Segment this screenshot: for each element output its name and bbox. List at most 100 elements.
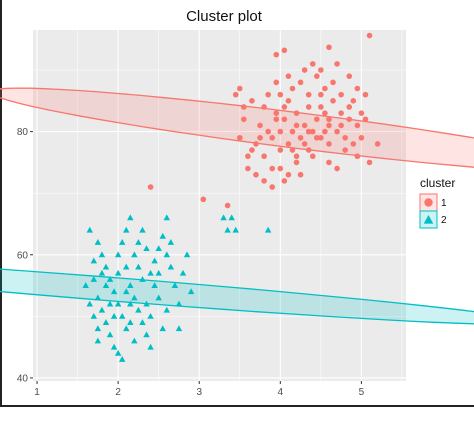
legend-title: cluster <box>420 176 455 190</box>
cluster-1-point <box>285 171 292 178</box>
legend-label-2: 2 <box>441 215 447 226</box>
cluster-1-point <box>350 141 357 147</box>
cluster-1-point <box>334 61 340 67</box>
cluster-1-point <box>277 91 284 98</box>
cluster-2-point <box>147 269 154 276</box>
cluster-1-point <box>338 110 344 116</box>
cluster-1-point <box>281 178 288 184</box>
y-tick-label: 60 <box>17 250 29 261</box>
grid-lines <box>33 30 406 381</box>
cluster-2-point <box>114 300 122 307</box>
frame-left-border <box>0 0 2 406</box>
x-tick-label: 1 <box>34 387 40 398</box>
cluster-2-point <box>102 263 110 270</box>
cluster-1-point <box>305 128 312 135</box>
cluster-1-point <box>318 104 324 110</box>
cluster-1-point <box>289 128 296 135</box>
cluster-1-point <box>285 73 292 79</box>
cluster-1-point <box>293 122 300 129</box>
cluster-1-point <box>261 178 267 184</box>
cluster-1-point <box>301 122 308 129</box>
chart-title: Cluster plot <box>186 8 263 25</box>
cluster-2-point <box>187 288 195 295</box>
cluster-2-point <box>151 282 158 289</box>
cluster-2-point <box>167 239 175 245</box>
cluster-2-point <box>123 263 130 270</box>
cluster-1-point <box>293 159 300 166</box>
cluster-2-point <box>159 232 166 239</box>
cluster-1-point <box>309 61 316 67</box>
cluster-1-point <box>249 98 255 104</box>
cluster-2-point <box>90 275 98 282</box>
legend-triangle-icon <box>423 215 434 224</box>
cluster-1-point <box>261 104 267 110</box>
cluster-2-point <box>98 251 106 258</box>
cluster-2-point <box>90 312 98 319</box>
cluster-1-point <box>273 110 280 116</box>
cluster-1-point <box>358 134 365 141</box>
cluster-2-point <box>175 300 183 307</box>
cluster-1-point <box>289 147 296 153</box>
legend-circle-icon <box>424 198 433 207</box>
cluster-1-point <box>326 122 332 129</box>
cluster-1-point <box>314 73 320 79</box>
plot-panel <box>33 30 406 381</box>
cluster-2-point <box>90 257 98 264</box>
cluster-2-point <box>179 269 187 276</box>
cluster-1-point <box>326 44 332 51</box>
cluster-2-point <box>143 331 150 338</box>
cluster-2-point <box>118 356 126 362</box>
cluster-1-point <box>277 165 284 172</box>
cluster-1-point <box>330 79 336 86</box>
legend-label-1: 1 <box>441 198 447 209</box>
cluster-1-point <box>301 141 308 147</box>
cluster-2-point <box>171 282 179 289</box>
cluster-1-point <box>297 134 304 141</box>
x-tick-label: 3 <box>196 387 202 398</box>
cluster-1-point <box>297 79 304 86</box>
cluster-2-point <box>118 239 126 245</box>
cluster-1-point <box>342 134 348 141</box>
cluster-1-point <box>346 116 353 123</box>
cluster-1-point <box>245 153 251 160</box>
cluster-2-point <box>175 325 183 332</box>
x-tick-label: 4 <box>278 387 284 398</box>
cluster-1-point <box>253 171 259 178</box>
cluster-2-point <box>110 288 118 295</box>
cluster-2-point <box>167 263 175 270</box>
cluster-2-point <box>220 214 227 221</box>
cluster-1-point <box>257 134 263 141</box>
x-tick-label: 5 <box>359 387 365 398</box>
cluster-1-point <box>281 116 288 123</box>
cluster-2-point <box>118 312 126 319</box>
cluster-1-point <box>366 32 373 39</box>
cluster-1-point <box>273 79 280 86</box>
cluster-1-point <box>374 141 381 147</box>
cluster-2-point <box>110 312 118 319</box>
cluster-2-point <box>106 275 114 282</box>
cluster-2-point <box>135 239 142 245</box>
cluster-1-point <box>318 134 324 141</box>
cluster-1-point <box>338 91 344 98</box>
cluster-2-point <box>102 282 110 289</box>
cluster-2-point <box>98 269 106 276</box>
cluster-2-point <box>135 306 142 313</box>
cluster-2-point <box>135 263 142 270</box>
cluster-1-point <box>346 73 353 79</box>
cluster-1-point <box>261 153 267 160</box>
x-tick-label: 2 <box>115 387 121 398</box>
cluster-2-point <box>143 245 150 252</box>
cluster-2-point <box>131 294 138 301</box>
cluster-2-point <box>131 337 138 344</box>
cluster-2-point <box>163 251 171 258</box>
cluster-2-point <box>139 319 146 325</box>
cluster-1-point <box>326 141 332 147</box>
cluster-2-point <box>94 239 102 245</box>
cluster-2-point <box>123 226 130 233</box>
cluster-2-point <box>159 325 166 332</box>
cluster-1-point <box>236 85 243 92</box>
legend: cluster 1 2 <box>419 176 455 229</box>
frame-bottom-border <box>0 405 474 407</box>
cluster-1-point <box>318 67 324 73</box>
cluster-1-point <box>236 134 243 141</box>
